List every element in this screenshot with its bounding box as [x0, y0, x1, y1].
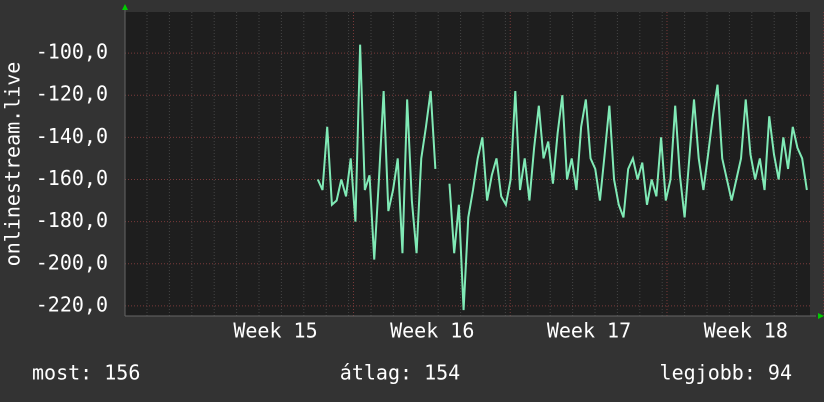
axis-arrow — [122, 4, 128, 10]
y-axis-label: onlinestream.live — [1, 62, 25, 267]
y-tick-label: -140,0 — [36, 124, 108, 148]
x-tick-label: Week 18 — [704, 319, 788, 343]
y-tick-label: -180,0 — [36, 208, 108, 232]
footer-stat: most: 156 — [32, 361, 140, 385]
x-tick-label: Week 15 — [233, 319, 317, 343]
data-line — [316, 44, 808, 311]
footer-stat: legjobb: 94 — [660, 361, 792, 385]
y-tick-label: -220,0 — [36, 292, 108, 316]
y-tick-label: -100,0 — [36, 40, 108, 64]
plot-area — [125, 12, 810, 316]
y-tick-label: -160,0 — [36, 166, 108, 190]
x-tick-label: Week 16 — [390, 319, 474, 343]
y-tick-label: -120,0 — [36, 82, 108, 106]
footer-stat: átlag: 154 — [340, 361, 460, 385]
x-tick-label: Week 17 — [547, 319, 631, 343]
y-tick-label: -200,0 — [36, 250, 108, 274]
axis-arrow — [818, 313, 824, 319]
